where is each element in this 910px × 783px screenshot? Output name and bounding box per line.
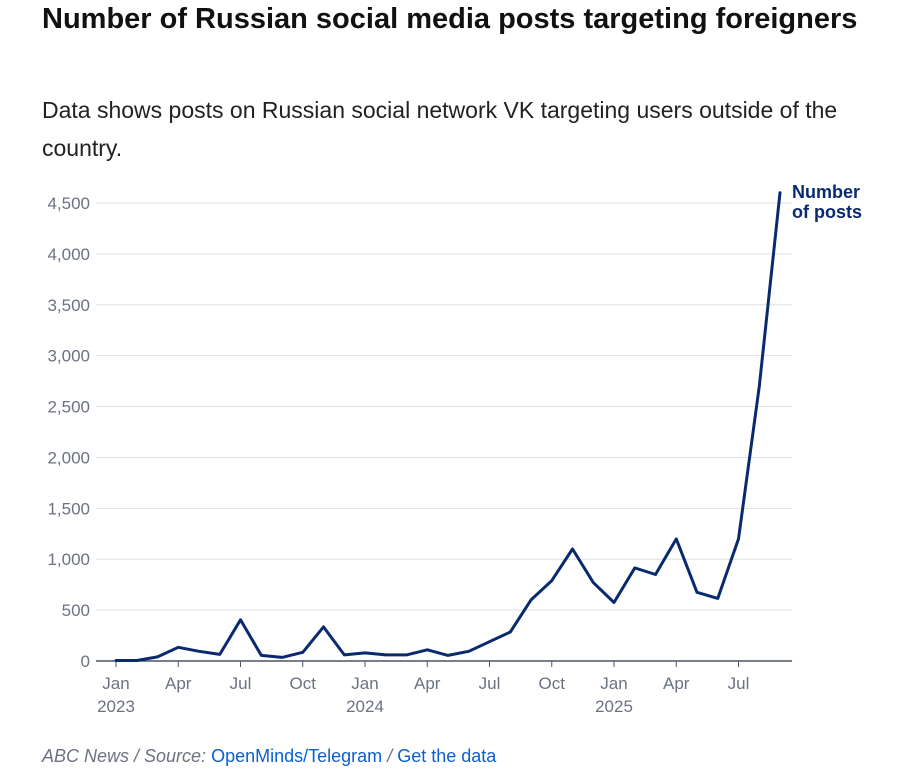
y-axis-ticks: 0 500 1,000 1,500 2,000 2,500 3,000 3,500 4,000 4…	[47, 194, 90, 671]
y-tick-label: 0	[81, 652, 90, 671]
data-point	[425, 648, 429, 652]
x-tick-label: Jul	[230, 674, 252, 693]
data-point	[757, 384, 761, 388]
data-point	[778, 191, 782, 195]
data-point	[197, 649, 201, 653]
data-point	[550, 579, 554, 583]
series-label-line: Number	[792, 182, 860, 202]
y-tick-label: 4,000	[47, 245, 90, 264]
y-tick-label: 500	[62, 601, 90, 620]
chart-title: Number of Russian social media posts tar…	[42, 3, 858, 35]
gridlines	[96, 202, 792, 662]
x-tick-year-label: 2023	[97, 697, 135, 716]
y-tick-label: 3,500	[47, 296, 90, 315]
x-tick-label: Apr	[414, 674, 441, 693]
x-tick-label: Oct	[290, 674, 317, 693]
data-point	[695, 590, 699, 594]
series-layer: Number of posts	[114, 182, 862, 662]
data-point	[591, 581, 595, 585]
source-prefix: ABC News / Source:	[42, 746, 207, 766]
data-point	[405, 653, 409, 657]
x-tick-label: Jul	[479, 674, 501, 693]
y-tick-label: 3,000	[47, 347, 90, 366]
source-link[interactable]: OpenMinds/Telegram	[211, 746, 383, 766]
x-axis-ticks: Jan 2023 Apr Jul Oct Jan 2024 Apr Jul Oct Jan 2025 A…	[97, 661, 749, 716]
data-point	[301, 650, 305, 654]
chart-footer: ABC News / Source: OpenMinds/Telegram / …	[42, 746, 496, 767]
data-point	[322, 625, 326, 629]
y-tick-label: 2,500	[47, 398, 90, 417]
x-tick-label: Oct	[539, 674, 566, 693]
series-label-line: of posts	[792, 202, 862, 222]
data-point	[342, 653, 346, 657]
data-point	[259, 653, 263, 657]
data-point	[239, 618, 243, 622]
data-point	[280, 655, 284, 659]
data-point	[135, 658, 139, 662]
data-point	[508, 630, 512, 634]
data-point	[674, 537, 678, 541]
y-tick-label: 1,500	[47, 499, 90, 518]
line-chart: 0 500 1,000 1,500 2,000 2,500 3,000 3,500 4,000 4…	[47, 182, 862, 716]
data-point	[156, 655, 160, 659]
x-tick-label: Jan	[351, 674, 378, 693]
data-point	[488, 640, 492, 644]
data-point	[467, 649, 471, 653]
y-tick-label: 4,500	[47, 194, 90, 213]
data-point	[654, 572, 658, 576]
x-tick-label: Apr	[165, 674, 192, 693]
chart-subtitle: Data shows posts on Russian social netwo…	[42, 97, 838, 161]
data-point	[446, 653, 450, 657]
x-tick-label: Jan	[600, 674, 627, 693]
y-tick-label: 2,000	[47, 448, 90, 467]
x-tick-year-label: 2024	[346, 697, 384, 716]
data-point	[612, 600, 616, 604]
data-point	[529, 598, 533, 602]
data-point	[571, 547, 575, 551]
y-tick-label: 1,000	[47, 550, 90, 569]
x-tick-label: Jan	[102, 674, 129, 693]
footer-separator: /	[387, 746, 393, 766]
series-line	[114, 191, 782, 662]
data-point	[114, 658, 118, 662]
x-tick-label: Jul	[728, 674, 750, 693]
data-point	[363, 651, 367, 655]
series-label: Number of posts	[792, 182, 862, 222]
x-tick-label: Apr	[663, 674, 690, 693]
data-point	[633, 566, 637, 570]
data-point	[176, 645, 180, 649]
data-point	[716, 596, 720, 600]
x-tick-year-label: 2025	[595, 697, 633, 716]
data-point	[384, 653, 388, 657]
get-data-link[interactable]: Get the data	[397, 746, 497, 766]
data-point	[218, 652, 222, 656]
data-point	[737, 537, 741, 541]
